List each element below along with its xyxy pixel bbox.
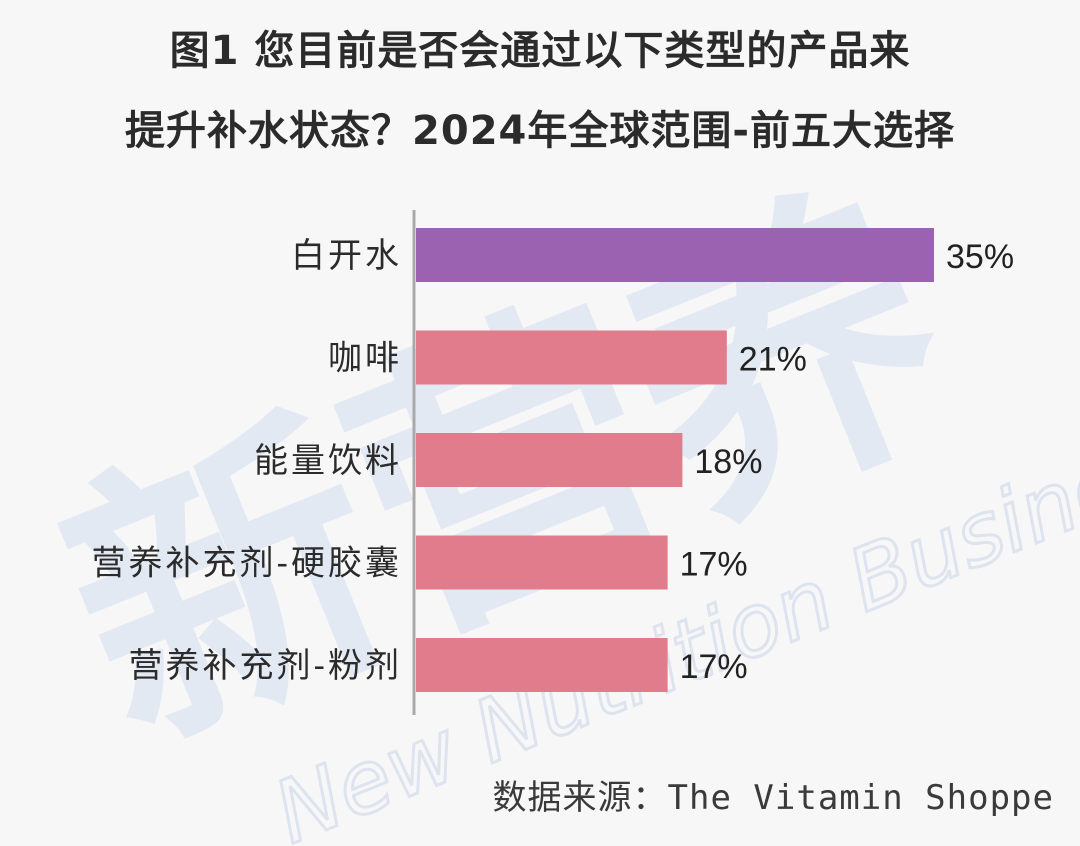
bar-3 xyxy=(416,535,668,590)
bar-0 xyxy=(416,228,934,282)
value-label-2: 18% xyxy=(694,443,762,481)
value-label-3: 17% xyxy=(680,546,748,584)
bars-layer: 白开水 35% 咖啡 21% 能量饮料 18% 营养补充剂-硬胶囊 17% 营养补充剂-粉剂 17… xyxy=(92,228,1014,692)
value-label-4: 17% xyxy=(680,648,748,686)
category-label-1: 咖啡 xyxy=(328,339,402,379)
category-label-2: 能量饮料 xyxy=(254,441,402,481)
data-source-note: 数据来源：The Vitamin Shoppe xyxy=(492,778,1054,818)
bar-2 xyxy=(416,433,683,487)
bar-4 xyxy=(416,638,668,692)
category-label-0: 白开水 xyxy=(291,236,402,276)
bar-1 xyxy=(416,330,727,385)
category-label-4: 营养补充剂-粉剂 xyxy=(129,646,403,686)
chart-title-line1: 图1 您目前是否会通过以下类型的产品来 xyxy=(169,28,911,74)
chart-title-line2: 提升补水状态？2024年全球范围-前五大选择 xyxy=(125,108,955,154)
value-label-0: 35% xyxy=(946,238,1014,276)
category-label-3: 营养补充剂-硬胶囊 xyxy=(92,544,403,584)
value-label-1: 21% xyxy=(739,341,807,379)
